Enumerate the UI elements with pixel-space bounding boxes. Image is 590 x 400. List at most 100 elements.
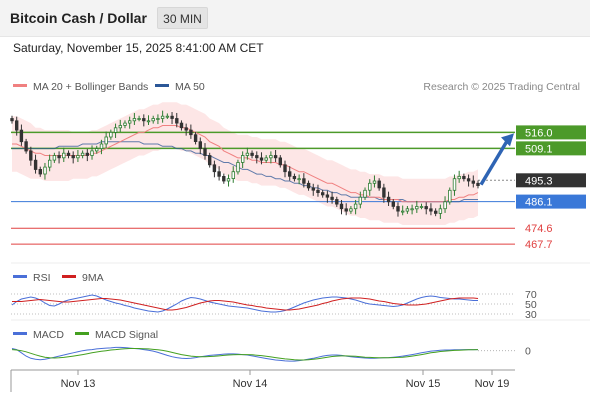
candle-body [386,196,391,203]
timeframe-button[interactable]: 30 MIN [157,7,208,29]
candle-body [76,155,80,159]
forecast-arrow-shaft [479,138,510,186]
candle-body [419,206,424,208]
candle-body [358,196,362,205]
candle-body [429,208,433,212]
candle-body [297,178,301,181]
candle-body [71,155,75,159]
candle-body [302,178,306,184]
candle-body [10,118,14,122]
level-label-474.6: 474.6 [525,223,553,235]
candle-body [438,208,443,214]
candle-body [335,199,339,205]
candle-body [170,115,174,119]
macd-panel: 0 [11,346,531,362]
candle-body [457,175,461,180]
x-tick-label: Nov 15 [406,378,441,390]
level-label-495.3: 495.3 [525,175,553,187]
candle-body [372,180,377,184]
rsi-legend-label: RSI [33,272,51,284]
candle-body [363,189,367,198]
candle-body [283,164,287,173]
candle-body [325,194,330,198]
candle-body [415,206,419,210]
forecast-arrow-head [501,133,514,147]
candle-body [90,150,94,156]
macd-signal-legend-label: MACD Signal [95,329,158,341]
rsi-legend-swatch [13,275,27,278]
candle-body [349,208,353,212]
candle-body [193,134,198,142]
rsi-ma-legend-swatch [62,275,76,278]
candle-body [462,175,466,180]
candle-body [62,152,66,159]
ma20-legend-swatch [13,84,27,87]
candle-body [240,155,245,163]
candle-body [212,164,217,173]
rsi-level-label: 30 [525,309,537,321]
x-tick-label: Nov 13 [61,378,96,390]
candle-body [452,178,457,191]
chart-header: Bitcoin Cash / Dollar 30 MIN [0,0,590,37]
candle-body [175,118,179,124]
candle-body [448,189,452,203]
candle-body [476,182,480,187]
candle-body [222,175,226,182]
bollinger-band [12,102,478,225]
candle-body [443,201,447,210]
candle-body [466,178,471,182]
candle-body [377,180,381,189]
candle-body [245,152,250,156]
candle-body [382,187,386,198]
macd-legend-swatch [13,332,27,335]
ma50-line [12,141,478,203]
candle-body [306,182,311,189]
candle-body [48,159,52,168]
macd-level-label: 0 [525,346,531,358]
candle-body [179,122,184,129]
macd-legend-label: MACD [33,329,64,341]
level-badge-486.1 [516,194,586,209]
macd-signal-legend-swatch [75,332,89,335]
level-badge-516.0 [516,125,586,140]
candle-body [287,171,292,177]
candle-body [433,210,438,214]
candle-body [264,157,268,161]
level-label-486.1: 486.1 [525,197,553,209]
candle-body [123,122,127,126]
candle-body [255,155,259,159]
candle-body [127,120,132,124]
candle-body [184,127,188,131]
candle-body [231,171,235,179]
candle-body [273,155,278,159]
x-tick-label: Nov 14 [233,378,268,390]
candle-body [198,141,202,149]
rsi-line [11,294,478,313]
candle-body [160,115,165,119]
candle-body [278,157,282,166]
level-label-509.1: 509.1 [525,143,553,155]
candle-body [400,210,405,213]
candle-body [259,157,264,161]
candle-body [66,152,71,156]
chart-datetime: Saturday, November 15, 2025 8:41:00 AM C… [13,41,264,55]
level-badge-509.1 [516,141,586,156]
candle-body [424,206,428,210]
candle-body [269,155,273,159]
candle-body [405,208,410,212]
rsi-ma-legend-label: 9MA [82,272,104,284]
candle-body [52,155,57,161]
candle-body [99,143,104,149]
candle-body [85,152,89,156]
candle-body [146,120,151,123]
candle-body [113,127,118,133]
macd-signal-line [11,348,479,361]
price-panel: 516.0 509.1 495.3 486.1 474.6 467.7 [10,102,586,251]
candle-body [156,118,160,120]
research-credit: Research © 2025 Trading Central [423,81,580,93]
candle-body [137,118,141,120]
candle-body [330,196,334,200]
candle-body [165,115,170,118]
candle-body [80,152,85,156]
